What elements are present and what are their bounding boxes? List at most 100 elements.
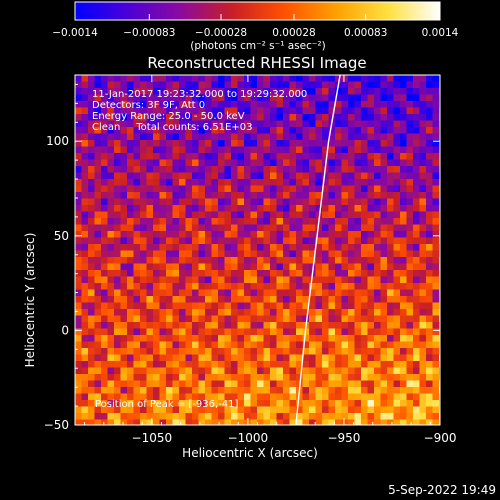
heatmap-cell [185,400,193,407]
heatmap-cell [218,94,225,102]
heatmap-cell [341,192,349,199]
heatmap-cell [315,322,323,329]
heatmap-cell [374,322,381,329]
heatmap-cell [354,127,362,134]
heatmap-cell [127,296,134,303]
heatmap-cell [276,127,284,134]
heatmap-cell [335,406,342,414]
heatmap-cell [192,406,199,414]
heatmap-cell [179,101,186,108]
heatmap-cell [211,120,219,128]
heatmap-cell [185,101,193,108]
heatmap-cell [341,302,349,310]
heatmap-cell [159,237,167,245]
heatmap-cell [328,146,336,154]
heatmap-cell [101,302,108,310]
heatmap-cell [133,94,141,102]
heatmap-cell [419,205,427,212]
heatmap-cell [335,75,342,82]
heatmap-cells [75,75,440,425]
heatmap-cell [101,283,108,290]
heatmap-cell [88,159,95,167]
heatmap-cell [361,335,368,342]
heatmap-cell [179,257,186,264]
heatmap-cell [185,244,193,251]
heatmap-cell [380,75,388,82]
heatmap-cell [198,198,206,206]
heatmap-cell [257,393,264,401]
heatmap-cell [94,328,102,336]
heatmap-cell [250,185,258,193]
heatmap-cell [166,114,173,121]
heatmap-cell [257,185,264,193]
heatmap-cell [75,218,82,225]
heatmap-cell [341,328,349,336]
heatmap-cell [393,101,401,108]
heatmap-cell [159,94,167,102]
heatmap-cell [432,153,440,160]
heatmap-cell [289,393,297,401]
heatmap-cell [159,172,167,180]
heatmap-cell [237,348,245,355]
heatmap-cell [211,224,219,232]
heatmap-cell [179,335,186,342]
heatmap-cell [218,283,225,290]
heatmap-cell [192,114,199,121]
heatmap-cell [153,244,160,251]
heatmap-cell [211,211,219,219]
heatmap-cell [75,348,82,355]
heatmap-cell [257,81,264,89]
heatmap-cell [348,354,355,362]
heatmap-cell [263,400,271,407]
heatmap-cell [426,380,433,388]
heatmap-cell [276,81,284,89]
heatmap-cell [127,335,134,342]
heatmap-cell [263,114,271,121]
heatmap-cell [387,354,394,362]
heatmap-cell [393,192,401,199]
heatmap-cell [81,380,89,388]
heatmap-cell [335,413,342,420]
heatmap-cell [140,276,147,284]
heatmap-cell [159,419,167,425]
heatmap-cell [374,309,381,316]
heatmap-cell [426,354,433,362]
heatmap-cell [380,166,388,173]
heatmap-cell [270,172,277,180]
heatmap-cell [270,179,277,186]
heatmap-cell [153,387,160,394]
heatmap-cell [88,328,95,336]
heatmap-cell [146,127,154,134]
heatmap-cell [406,276,414,284]
heatmap-cell [328,250,336,258]
heatmap-cell [361,159,368,167]
heatmap-cell [400,380,407,388]
heatmap-cell [354,172,362,180]
heatmap-cell [354,296,362,303]
y-tick-label: 100 [46,134,69,148]
heatmap-cell [166,244,173,251]
heatmap-cell [172,140,180,147]
heatmap-cell [198,218,206,225]
heatmap-cell [335,380,342,388]
heatmap-cell [198,172,206,180]
heatmap-cell [413,302,420,310]
heatmap-cell [354,107,362,115]
heatmap-cell [367,296,375,303]
heatmap-cell [179,263,186,271]
heatmap-cell [211,309,219,316]
heatmap-cell [387,296,394,303]
heatmap-cell [296,367,303,375]
heatmap-cell [250,198,258,206]
heatmap-cell [185,198,193,206]
heatmap-cell [244,159,251,167]
heatmap-cell [393,114,401,121]
heatmap-cell [361,289,368,297]
heatmap-cell [237,413,245,420]
heatmap-cell [263,270,271,277]
heatmap-cell [140,341,147,349]
heatmap-cell [94,107,102,115]
heatmap-cell [406,309,414,316]
heatmap-cell [179,159,186,167]
heatmap-cell [250,133,258,141]
